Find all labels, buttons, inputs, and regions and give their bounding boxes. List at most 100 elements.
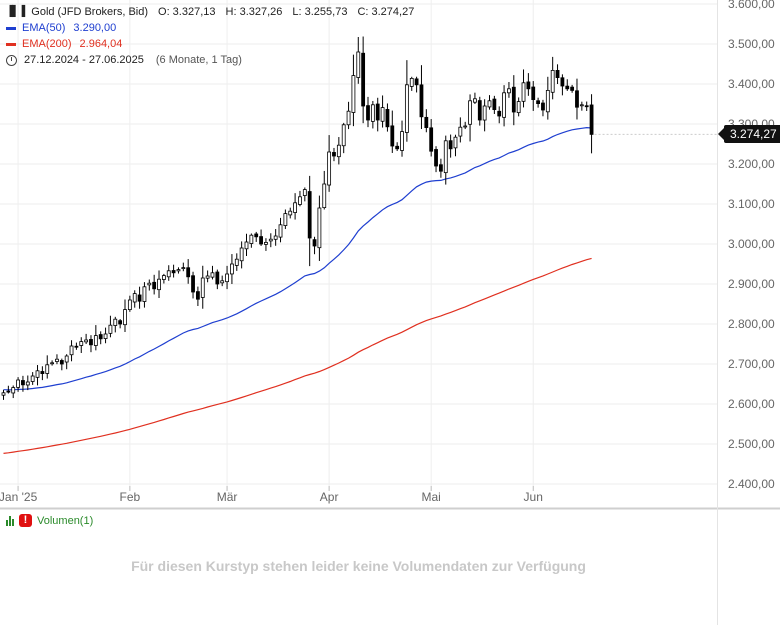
candle-body — [477, 100, 482, 121]
candle-body — [550, 70, 555, 93]
candle — [230, 254, 234, 284]
candle-body — [30, 375, 35, 382]
volume-message: Für diesen Kurstyp stehen leider keine V… — [131, 558, 586, 574]
candle — [302, 187, 307, 202]
candle — [298, 190, 302, 207]
candle-body — [59, 360, 64, 365]
high-value: H: 3.327,26 — [225, 6, 283, 18]
candle — [487, 95, 492, 110]
candle-body — [283, 213, 288, 226]
price-tick-label: 2.600,00 — [728, 397, 775, 411]
candle-body — [113, 318, 118, 326]
candle-body — [220, 280, 225, 284]
candle-body — [531, 86, 536, 100]
candle-body — [186, 267, 191, 278]
candle-body — [25, 381, 30, 386]
candle — [142, 282, 147, 308]
candle — [171, 264, 176, 278]
candle-body — [127, 299, 132, 311]
price-tick-label: 3.000,00 — [728, 237, 775, 251]
time-tick-label: Jan '25 — [0, 490, 38, 504]
candle-body — [356, 51, 361, 78]
candle-body — [409, 78, 414, 87]
time-axis: Jan '25 Feb Mär Apr Mai Jun — [0, 486, 543, 504]
candle — [195, 286, 200, 307]
candle-body — [419, 84, 424, 118]
candle — [438, 158, 443, 178]
candle — [210, 265, 215, 280]
candle — [332, 147, 336, 162]
candle-body — [264, 241, 268, 245]
candle-body — [497, 110, 502, 117]
candle — [191, 271, 195, 299]
candle-body — [395, 145, 400, 150]
candle — [541, 99, 545, 117]
candle — [366, 96, 370, 128]
candle-body — [298, 196, 302, 205]
candle-body — [438, 164, 443, 172]
candle — [429, 119, 434, 157]
ohlc-row: ▐▌▐ Gold (JFD Brokers, Bid) O: 3.327,13 … — [6, 4, 414, 20]
candle-body — [268, 238, 273, 242]
candle — [356, 37, 361, 84]
candle-body — [370, 104, 375, 122]
candle — [550, 56, 555, 100]
clock-icon — [6, 54, 17, 66]
candle — [1, 389, 6, 400]
price-tick-label: 3.500,00 — [728, 37, 775, 51]
candle — [259, 229, 263, 246]
candle-body — [507, 88, 511, 94]
candle — [166, 265, 171, 281]
candle — [254, 231, 259, 242]
candle-body — [89, 339, 93, 346]
candle-body — [74, 345, 79, 348]
bar-chart-icon — [6, 515, 14, 526]
time-tick-label: Mär — [217, 490, 238, 504]
candle-body — [424, 116, 429, 128]
candle-body — [84, 339, 89, 343]
candle — [147, 279, 152, 291]
ema50-legend[interactable]: EMA(50) 3.290,00 — [6, 20, 414, 36]
candle-body — [453, 136, 458, 149]
ema200-legend[interactable]: EMA(200) 2.964,04 — [6, 36, 414, 52]
candle — [93, 325, 98, 351]
candle — [152, 274, 157, 295]
candle-body — [312, 239, 317, 247]
candle — [113, 316, 118, 333]
candle — [409, 76, 414, 91]
candles — [1, 36, 594, 400]
candle-body — [366, 105, 370, 121]
candle-body — [336, 144, 341, 158]
candle-body — [11, 387, 16, 394]
candle-body — [1, 392, 6, 396]
candle-body — [171, 270, 176, 274]
ema200-value: 2.964,04 — [79, 38, 123, 50]
candle-body — [502, 92, 506, 118]
candle-body — [492, 98, 497, 110]
candle-body — [380, 107, 385, 122]
candle — [589, 94, 594, 154]
candle — [103, 327, 108, 344]
candle — [584, 101, 589, 111]
candle-body — [458, 126, 463, 137]
candle — [545, 76, 550, 120]
candle-body — [45, 364, 50, 374]
candle-body — [234, 258, 239, 266]
candle — [64, 354, 69, 370]
candle — [448, 134, 453, 158]
candle — [186, 259, 191, 284]
candle-body — [346, 110, 351, 126]
candle — [419, 65, 424, 130]
exclamation-icon[interactable]: ! — [19, 514, 32, 527]
candle-body — [210, 272, 215, 278]
volume-header[interactable]: ! Volumen(1) — [6, 514, 93, 527]
candle — [55, 354, 59, 365]
candle-body — [103, 333, 108, 339]
candle — [89, 335, 93, 353]
candle — [361, 36, 366, 124]
time-tick-label: Feb — [120, 490, 141, 504]
range-note: (6 Monate, 1 Tag) — [155, 54, 242, 66]
candle — [434, 146, 438, 173]
candle — [443, 135, 448, 185]
candle — [312, 236, 317, 255]
